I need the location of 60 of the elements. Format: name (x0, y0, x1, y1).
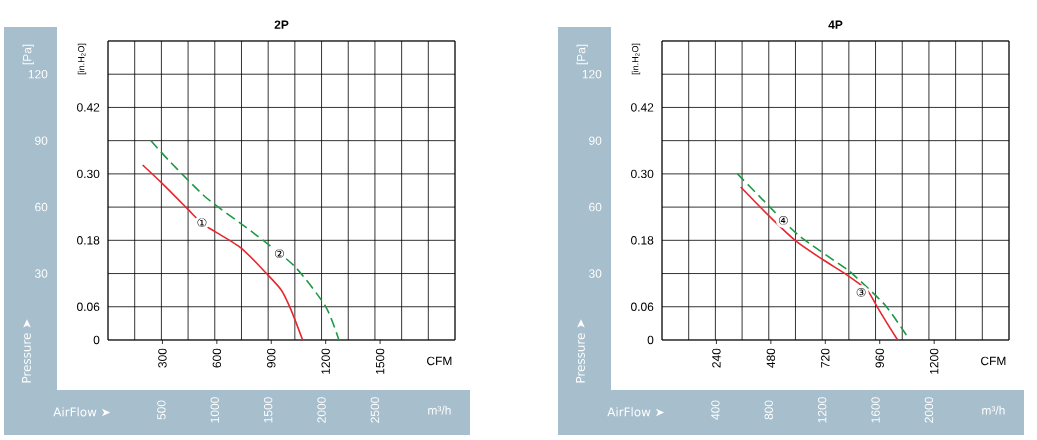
text: Pressure ➤ (576, 319, 585, 383)
y-tick-label: 60 (589, 202, 602, 212)
text: Pressure ➤ (22, 319, 31, 383)
y-tick-label: 30 (588, 269, 602, 278)
x2-tick-label: 800 (764, 400, 773, 420)
y2-tick-label: 0 (647, 335, 654, 345)
y2-tick-label: 0.06 (77, 302, 100, 311)
x-tick-label: 300 (158, 348, 167, 368)
y-tick-label: 90 (35, 136, 48, 145)
annotation: ③ (856, 287, 866, 297)
line-series (141, 164, 304, 341)
x2-tick-label: 500 (157, 400, 166, 420)
y2-axis-title: [in.H$_{2}$O] (77, 43, 87, 75)
x2-tick-label: 400 (711, 400, 720, 420)
y-tick-label: 30 (34, 269, 48, 278)
y2-tick-label: 0.18 (631, 236, 654, 245)
annotation: ① (197, 218, 207, 228)
y2-axis-title: [in.H$_{2}$O] (631, 43, 641, 75)
chart-title: 4P (828, 20, 843, 29)
x-axis-title: CFM (981, 356, 1006, 366)
y2-tick-label: 0.42 (77, 103, 100, 112)
x2-tick-label: 1600 (871, 397, 880, 423)
text: AirFlow ➤ (607, 407, 665, 417)
annotation: ④ (778, 215, 788, 225)
y2-tick-label: 0 (93, 335, 100, 345)
x2-tick-label: 2000 (924, 397, 934, 423)
x-axis-title: CFM (427, 356, 452, 366)
y-tick-label: 60 (35, 202, 48, 212)
y2-tick-label: 0.30 (77, 169, 100, 179)
y-axis-title: [Pa] (576, 44, 588, 65)
x-tick-label: 1200 (929, 348, 939, 374)
line-series (150, 139, 340, 341)
y-tick-label: 120 (28, 69, 48, 79)
y2-tick-label: 0.18 (77, 236, 100, 245)
x2-tick-label: 2500 (370, 397, 380, 423)
x-tick-label: 900 (267, 348, 276, 368)
chart-title: 2P (274, 20, 289, 29)
x-tick-label: 960 (875, 348, 884, 368)
x2-tick-label: 1500 (263, 397, 273, 423)
x-tick-label: 1200 (321, 348, 330, 374)
line-series (739, 186, 899, 341)
x2-axis-title: m³/h (428, 405, 451, 415)
y2-tick-label: 0.42 (631, 103, 654, 112)
y2-tick-label: 0.30 (631, 169, 654, 179)
y-axis-title: [Pa] (22, 44, 34, 65)
y-tick-label: 120 (582, 69, 602, 79)
annotation: ② (274, 249, 284, 259)
y2-tick-label: 0.06 (631, 302, 654, 311)
x2-tick-label: 2000 (317, 397, 326, 423)
x-tick-label: 720 (821, 348, 830, 368)
y-tick-label: 90 (589, 136, 602, 145)
x-tick-label: 240 (712, 348, 721, 368)
x2-tick-label: 1200 (817, 397, 827, 423)
x2-axis-title: m³/h (982, 405, 1005, 415)
text: AirFlow ➤ (53, 407, 111, 417)
x-tick-label: 1500 (375, 348, 385, 374)
x-tick-label: 480 (766, 348, 776, 368)
x-tick-label: 600 (212, 348, 222, 368)
x2-tick-label: 1000 (210, 397, 219, 423)
line-series (736, 172, 911, 341)
